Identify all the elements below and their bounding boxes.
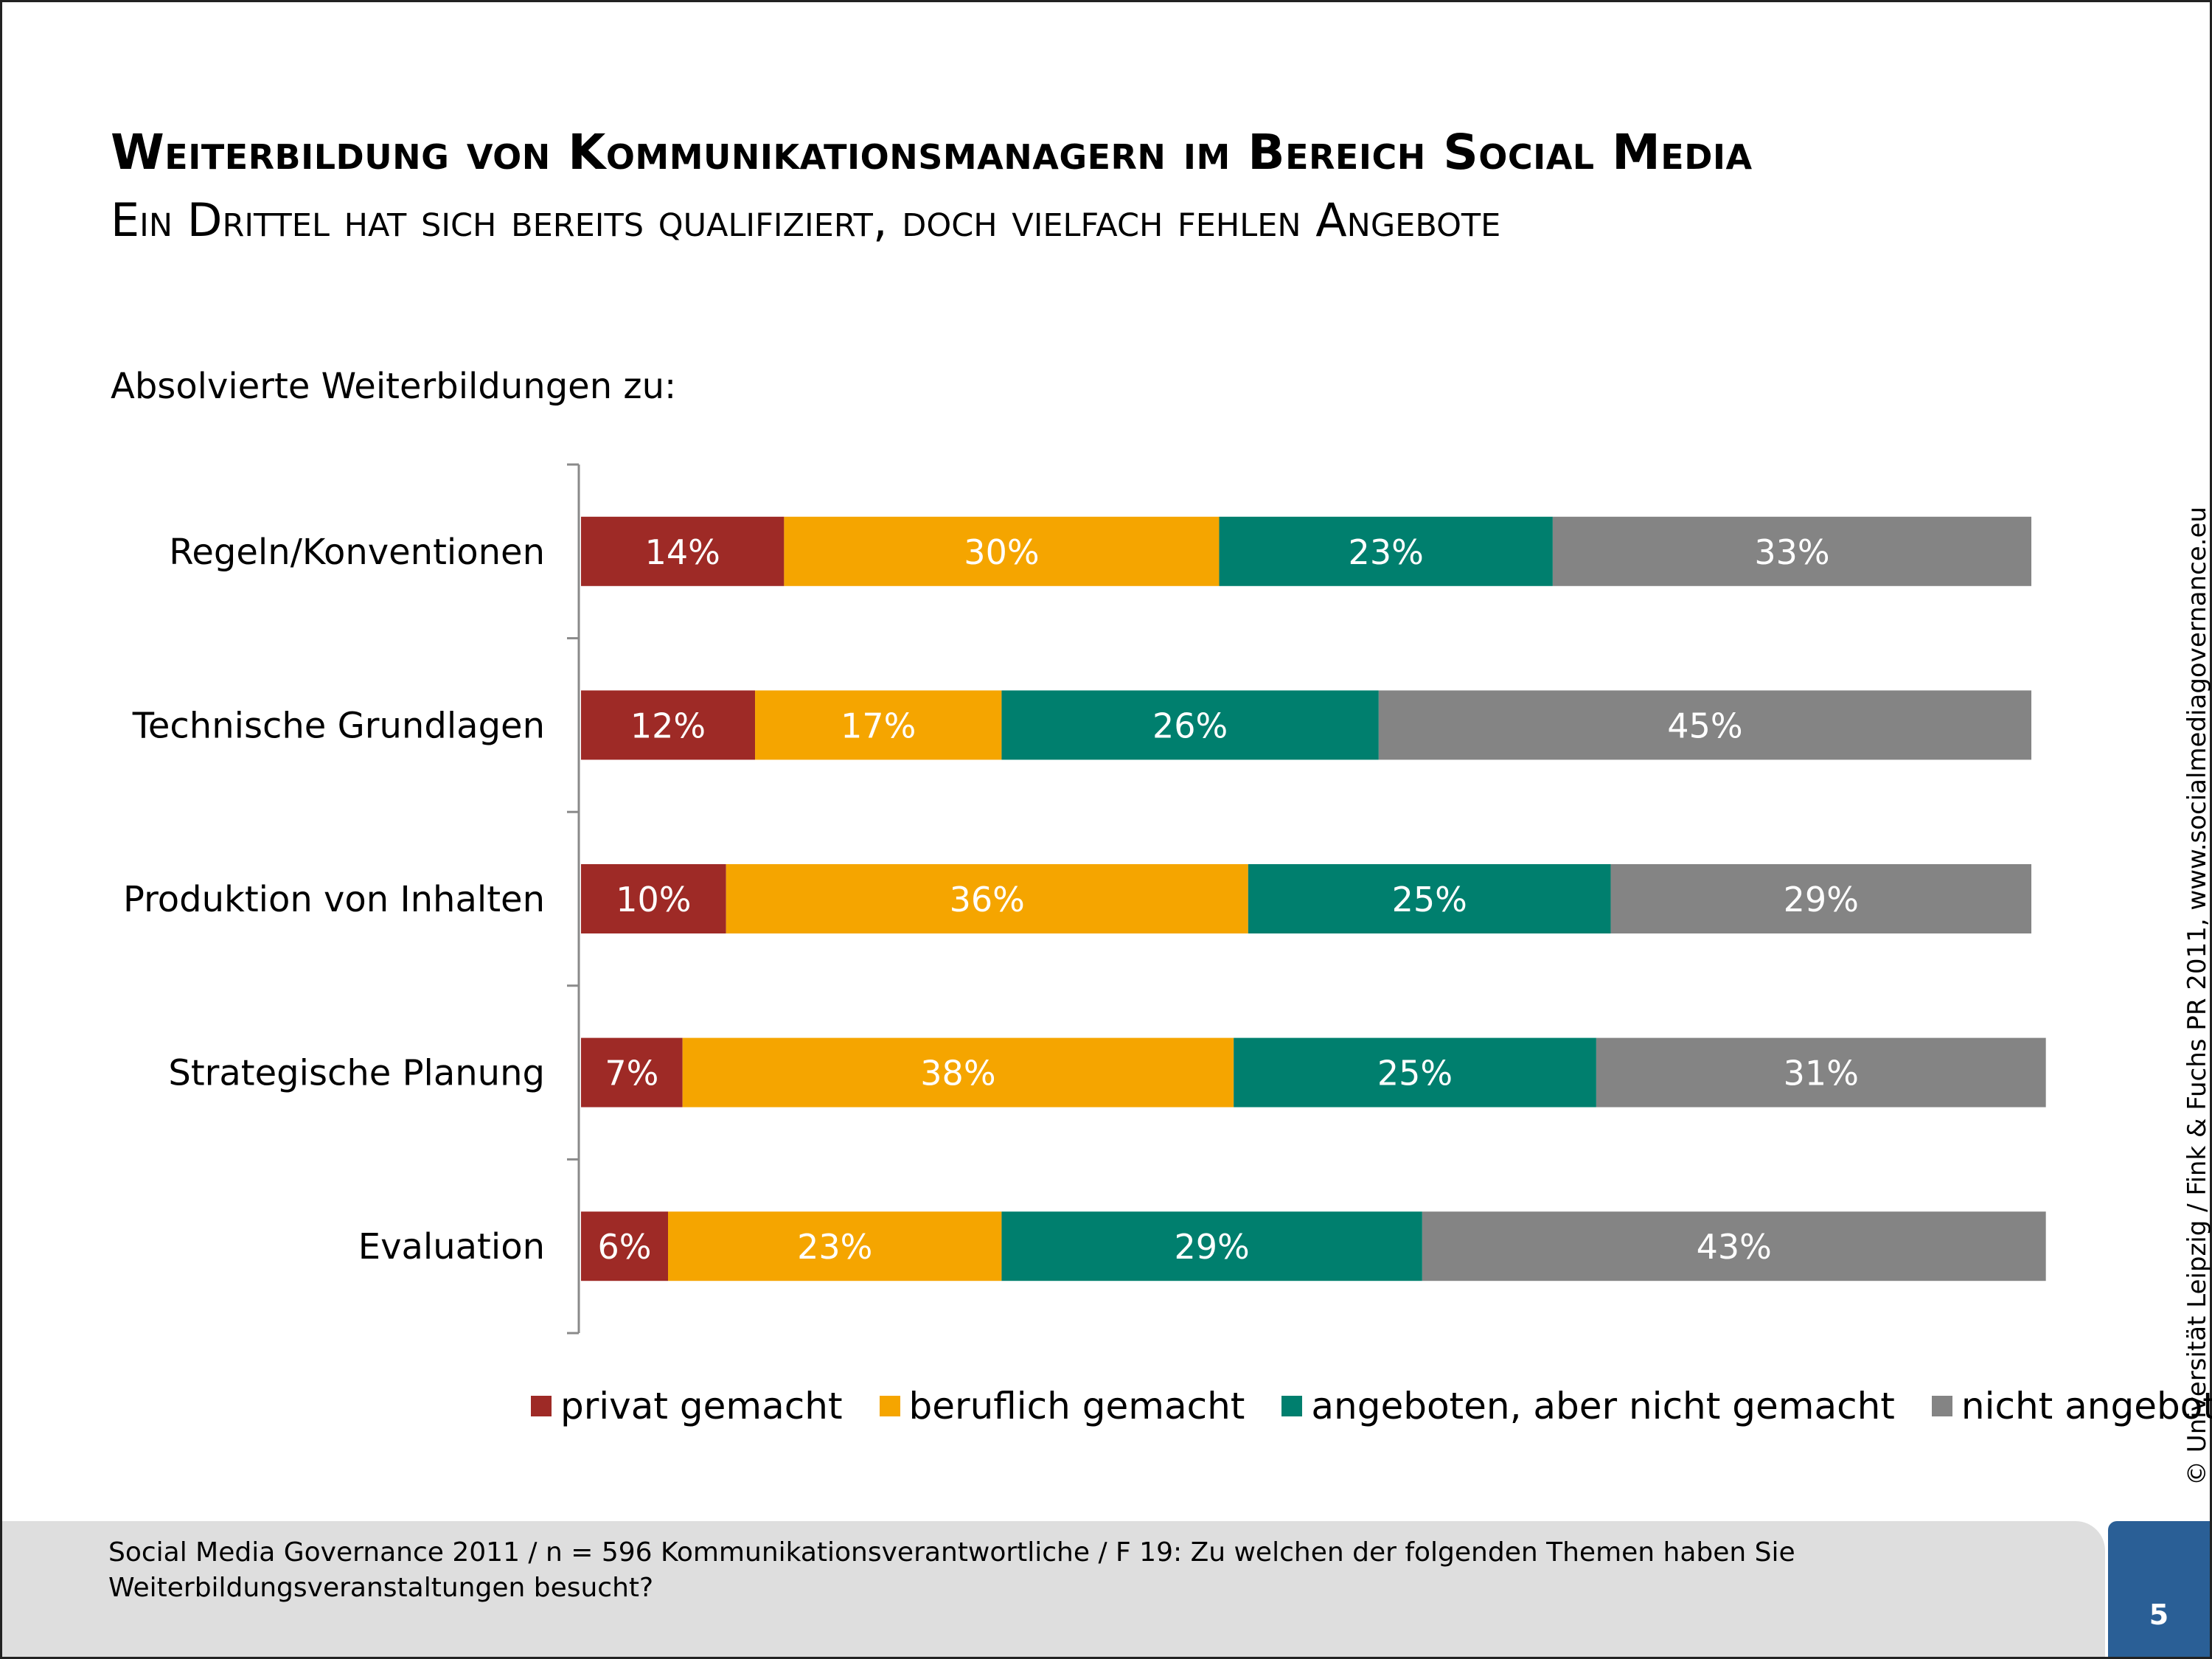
data-label: 26% (1152, 706, 1228, 745)
data-label: 6% (598, 1227, 652, 1267)
category-label: Regeln/Konventionen (169, 532, 545, 573)
bar-segment (581, 864, 726, 933)
bar-segment (1001, 690, 1379, 760)
data-label: 29% (1784, 880, 1859, 919)
category-label: Technische Grundlagen (132, 705, 545, 746)
bar-segment (581, 1037, 683, 1107)
copyright-note: © Universität Leipzig / Fink & Fuchs PR … (2183, 507, 2212, 1486)
legend-swatch (1931, 1396, 1952, 1416)
data-label: 17% (841, 706, 916, 745)
data-label: 25% (1377, 1054, 1453, 1093)
page-subtitle: Ein Drittel hat sich bereits qualifizier… (111, 193, 1501, 247)
bar-segment (1552, 516, 2031, 586)
legend-label: beruflich gemacht (908, 1385, 1245, 1427)
chart-legend: privat gemacht beruflich gemacht angeboten… (531, 1385, 2212, 1427)
data-label: 45% (1667, 706, 1742, 745)
category-label: Strategische Planung (168, 1053, 545, 1094)
bar-segment (1378, 690, 2031, 760)
legend-swatch (879, 1396, 900, 1416)
data-label: 38% (920, 1054, 995, 1093)
legend-label: nicht angeboten (1961, 1385, 2212, 1427)
bar-segment (682, 1037, 1234, 1107)
category-label: Evaluation (358, 1226, 545, 1267)
page-number: 5 (2149, 1599, 2169, 1631)
data-label: 23% (797, 1227, 872, 1267)
bar-segment (1219, 516, 1553, 586)
bar-segment (1001, 1211, 1422, 1281)
bar-segment (581, 1211, 669, 1281)
bar-segment (1610, 864, 2031, 933)
footer-bar (2, 1521, 2105, 1657)
page-title: Weiterbildung von Kommunikationsmanagern… (111, 124, 1753, 181)
bar-segment (1234, 1037, 1596, 1107)
bar-segment (581, 516, 785, 586)
bar-segment (784, 516, 1220, 586)
legend-item: angeboten, aber nicht gemacht (1281, 1385, 1895, 1427)
legend-label: privat gemacht (560, 1385, 843, 1427)
bar-segment (1596, 1037, 2046, 1107)
page-number-box: 5 (2108, 1521, 2210, 1657)
bar-segment (1248, 864, 1611, 933)
bar-segment (755, 690, 1002, 760)
data-label: 12% (630, 706, 706, 745)
data-label: 23% (1349, 532, 1424, 572)
data-label: 14% (645, 532, 720, 572)
source-note: Social Media Governance 2011 / n = 596 K… (108, 1537, 1795, 1603)
data-label: 30% (964, 532, 1039, 572)
legend-item: privat gemacht (531, 1385, 843, 1427)
data-label: 31% (1784, 1054, 1859, 1093)
bar-segment (1422, 1211, 2046, 1281)
data-label: 7% (605, 1054, 658, 1093)
data-label: 10% (616, 880, 691, 919)
bar-segment (581, 690, 756, 760)
category-label: Produktion von Inhalten (123, 879, 545, 920)
legend-swatch (531, 1396, 552, 1416)
legend-item: nicht angeboten (1931, 1385, 2212, 1427)
bar-segment (726, 864, 1248, 933)
data-label: 25% (1392, 880, 1467, 919)
legend-swatch (1281, 1396, 1303, 1416)
chart-intro-label: Absolvierte Weiterbildungen zu: (111, 366, 677, 407)
legend-label: angeboten, aber nicht gemacht (1311, 1385, 1895, 1427)
data-label: 43% (1697, 1227, 1772, 1267)
legend-item: beruflich gemacht (879, 1385, 1245, 1427)
data-label: 33% (1754, 532, 1829, 572)
data-label: 36% (950, 880, 1025, 919)
bar-segment (668, 1211, 1002, 1281)
data-label: 29% (1175, 1227, 1250, 1267)
